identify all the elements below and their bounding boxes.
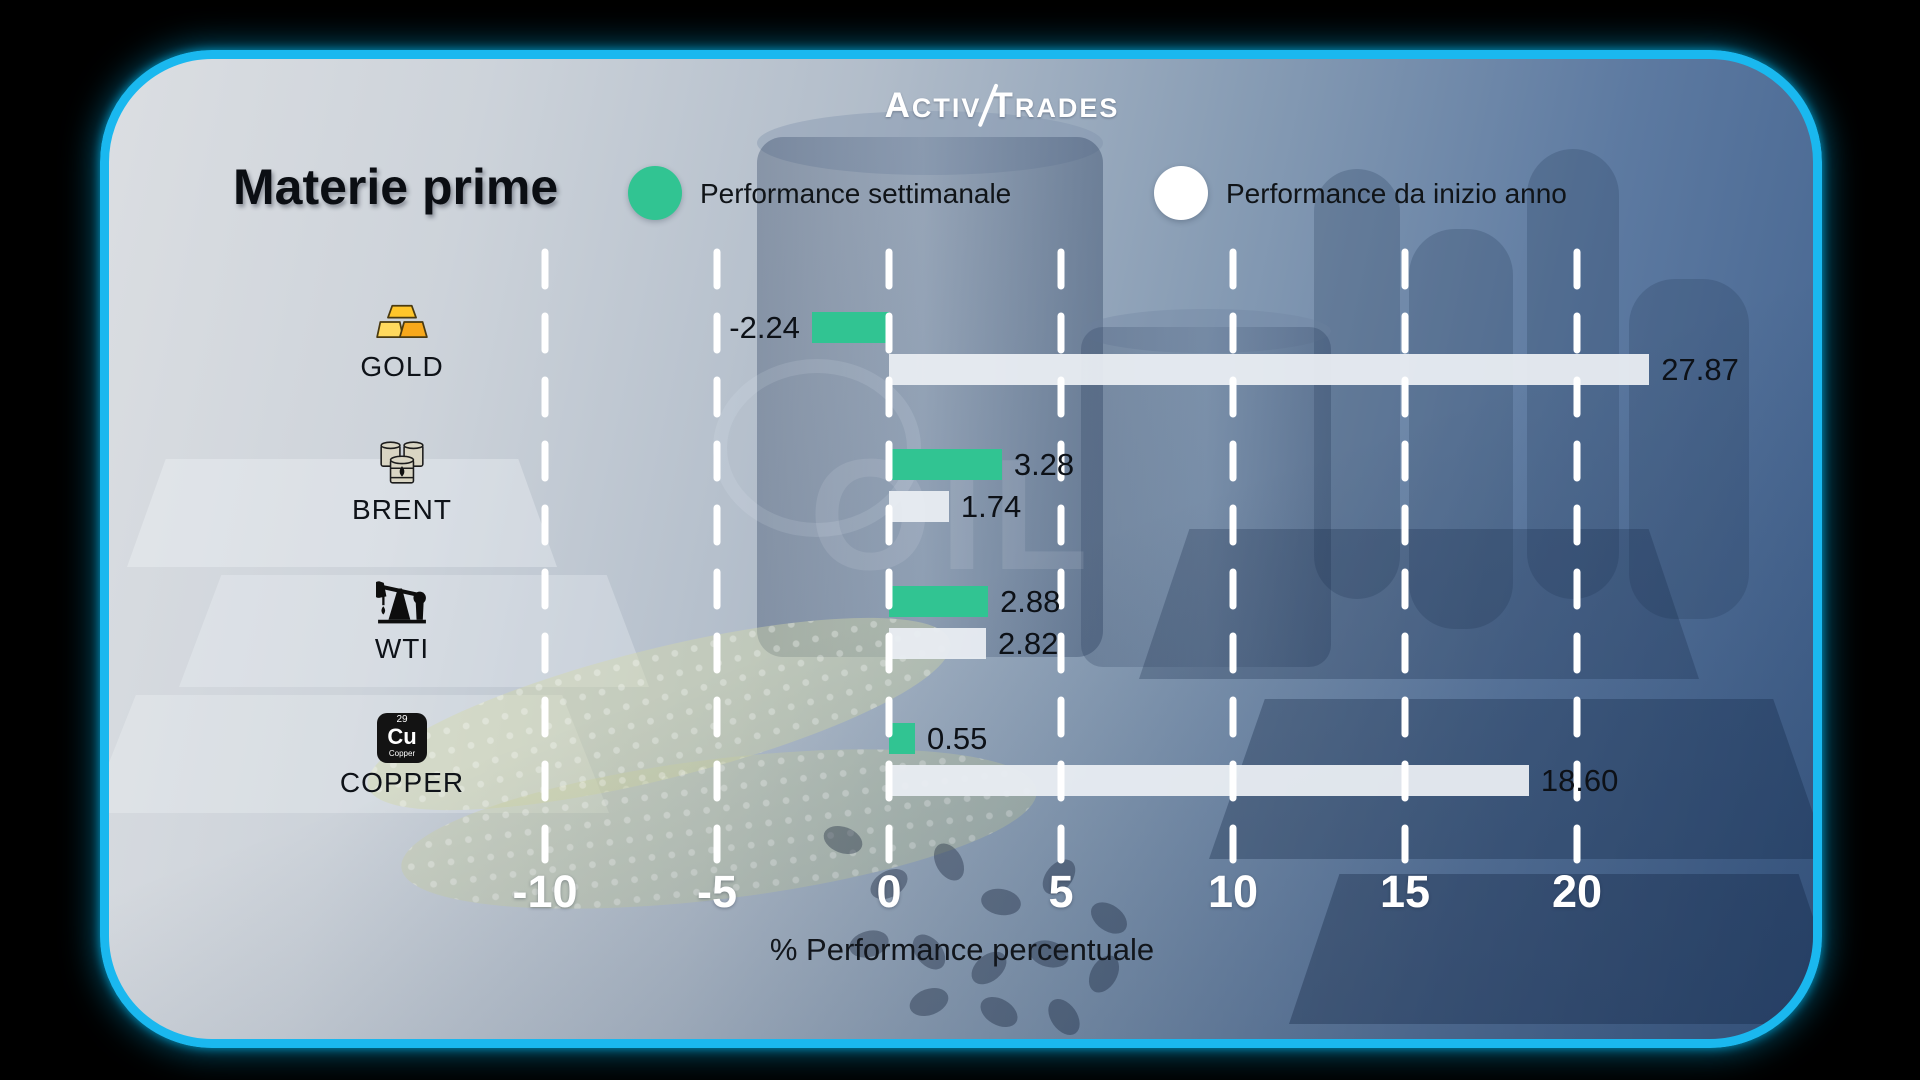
logo-text: T <box>991 86 1015 125</box>
legend-weekly-dot-icon <box>628 166 682 220</box>
legend-weekly-label: Performance settimanale <box>700 178 1012 209</box>
x-axis-title: % Performance percentuale <box>769 932 1155 967</box>
logo-text: RADES <box>1014 93 1120 123</box>
logo-text: A <box>884 86 912 125</box>
chart-card: OIL <box>100 50 1822 1048</box>
legend-ytd-label: Performance da inizio anno <box>1226 178 1567 209</box>
logo-text: CTIV <box>911 93 982 123</box>
activtrades-logo: A CTIV T RADES <box>884 83 1120 132</box>
card-gradient-shade <box>109 59 1813 1039</box>
legend-ytd-dot-icon <box>1154 166 1208 220</box>
page-title: Materie prime <box>233 159 559 215</box>
